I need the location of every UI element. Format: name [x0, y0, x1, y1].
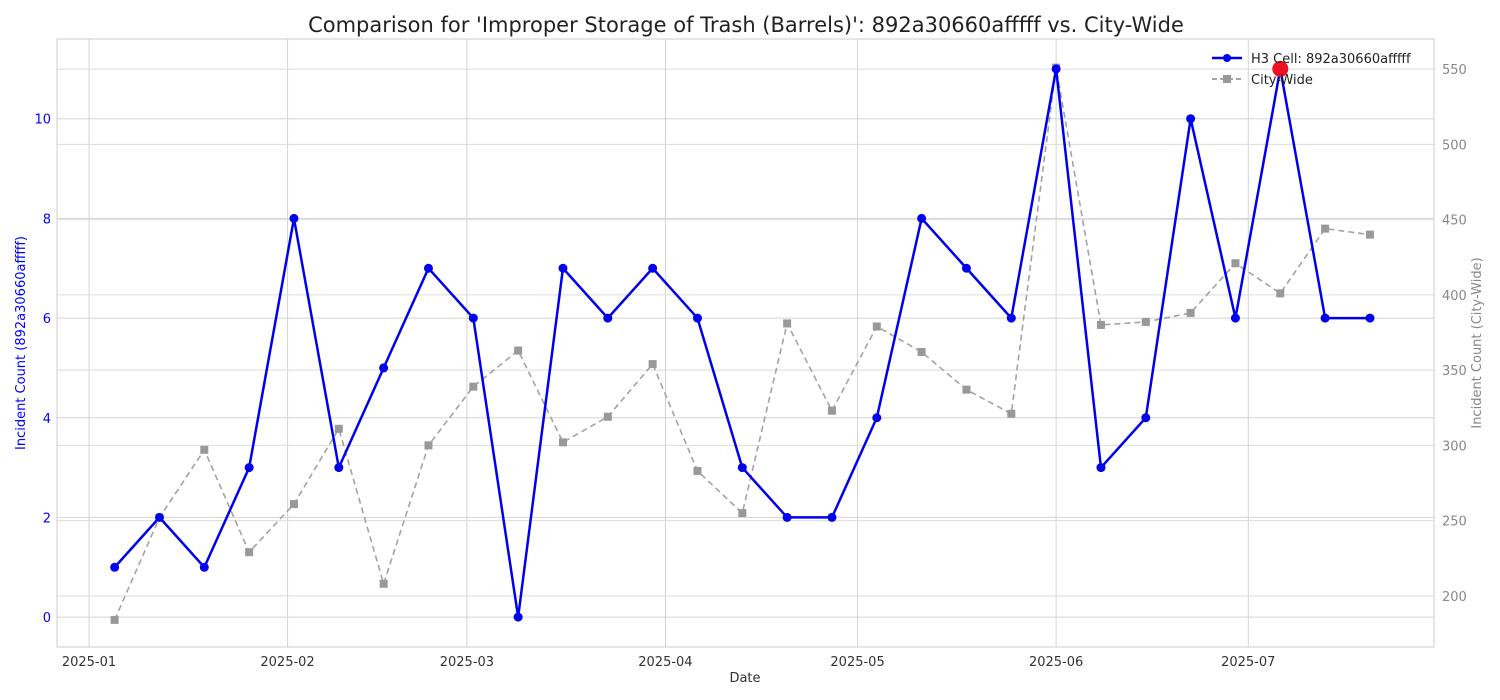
legend-cell-label: H3 Cell: 892a30660afffff [1251, 52, 1411, 67]
y-right-tick-label: 300 [1442, 439, 1467, 454]
city-wide-point [1231, 259, 1240, 268]
h3-cell-point [1320, 313, 1330, 323]
city-wide-point [1186, 308, 1195, 317]
h3-cell-point [1141, 413, 1151, 423]
x-tick-label: 2025-01 [62, 655, 116, 670]
city-wide-point [1276, 289, 1285, 298]
city-wide-point [469, 382, 478, 391]
city-wide-point [289, 500, 298, 509]
legend-city-marker [1223, 75, 1231, 83]
y-right-tick-label: 550 [1442, 63, 1467, 78]
legend-cell-marker [1223, 54, 1231, 62]
y-right-tick-label: 450 [1442, 214, 1467, 229]
h3-cell-point [917, 213, 927, 223]
city-wide-point [827, 406, 836, 415]
city-wide-point [1141, 317, 1150, 326]
city-wide-point [514, 346, 523, 355]
city-wide-point [872, 322, 881, 331]
h3-cell-point [468, 313, 478, 323]
y-left-tick-label: 8 [43, 212, 51, 227]
h3-cell-point [1006, 313, 1016, 323]
h3-cell-point [110, 562, 120, 572]
y-right-tick-label: 350 [1442, 364, 1467, 379]
legend-city-label: City-Wide [1251, 73, 1313, 88]
h3-cell-point [513, 612, 523, 622]
city-wide-point [200, 445, 209, 454]
x-tick-label: 2025-05 [830, 655, 884, 670]
y-left-tick-label: 6 [43, 312, 51, 327]
h3-cell-point [289, 213, 299, 223]
h3-cell-point [423, 263, 433, 273]
series-h3-cell [110, 64, 1375, 622]
h3-cell-point [558, 263, 568, 273]
highlight-point [1272, 60, 1289, 77]
chart-title: Comparison for 'Improper Storage of Tras… [308, 13, 1184, 37]
y-right-tick-label: 250 [1442, 515, 1467, 530]
h3-cell-point [782, 512, 792, 522]
x-tick-label: 2025-06 [1029, 655, 1083, 670]
x-axis-label: Date [729, 671, 760, 686]
city-wide-point [424, 441, 433, 450]
y-right-tick-label: 400 [1442, 289, 1467, 304]
h3-cell-point [872, 413, 882, 423]
city-wide-point [379, 579, 388, 588]
h3-cell-point [961, 263, 971, 273]
h3-cell-point [1051, 64, 1061, 74]
city-wide-point [962, 385, 971, 394]
y-right-tick-label: 500 [1442, 138, 1467, 153]
y-axis-label-right: Incident Count (City-Wide) [1470, 257, 1485, 428]
legend: H3 Cell: 892a30660afffff City-Wide [1212, 52, 1411, 88]
y-left-tick-label: 10 [34, 113, 51, 128]
tick-labels: 2025-01 2025-02 2025-03 2025-04 2025-05 2025-… [34, 63, 1466, 670]
city-wide-point [1321, 224, 1330, 233]
city-wide-point [334, 424, 343, 433]
city-wide-point [1096, 320, 1105, 329]
x-tick-label: 2025-02 [260, 655, 314, 670]
h3-cell-point [603, 313, 613, 323]
city-wide-point [245, 548, 254, 557]
h3-cell-point [1365, 313, 1375, 323]
x-tick-label: 2025-07 [1221, 655, 1275, 670]
h3-cell-point [244, 463, 254, 473]
h3-cell-point [1186, 114, 1196, 124]
y-left-tick-label: 2 [43, 511, 51, 526]
city-wide-point [693, 466, 702, 475]
city-wide-point [603, 412, 612, 421]
city-wide-point [648, 360, 657, 369]
y-axis-label-left: Incident Count (892a30660afffff) [14, 236, 29, 450]
highlight [1272, 60, 1289, 77]
h3-cell-point [1096, 463, 1106, 473]
city-wide-point [1365, 230, 1374, 239]
x-tick-label: 2025-03 [440, 655, 494, 670]
x-tick-label: 2025-04 [638, 655, 692, 670]
city-wide-point [783, 319, 792, 328]
plot-area [56, 38, 1435, 648]
city-wide-point [110, 615, 119, 624]
y-left-tick-label: 4 [43, 412, 51, 427]
h3-cell-point [827, 512, 837, 522]
h3-cell-point [737, 463, 747, 473]
h3-cell-point [692, 313, 702, 323]
city-wide-point [558, 438, 567, 447]
series-city-wide [110, 63, 1374, 624]
h3-cell-point [379, 363, 389, 373]
y-left-tick-label: 0 [43, 611, 51, 626]
city-wide-point [738, 509, 747, 518]
h3-cell-point [154, 512, 164, 522]
h3-cell-point [1230, 313, 1240, 323]
grid [57, 39, 1434, 647]
h3-cell-point [199, 562, 209, 572]
y-right-tick-label: 200 [1442, 590, 1467, 605]
h3-cell-point [334, 463, 344, 473]
city-wide-point [1007, 409, 1016, 418]
h3-cell-point [648, 263, 658, 273]
city-wide-point [917, 348, 926, 357]
